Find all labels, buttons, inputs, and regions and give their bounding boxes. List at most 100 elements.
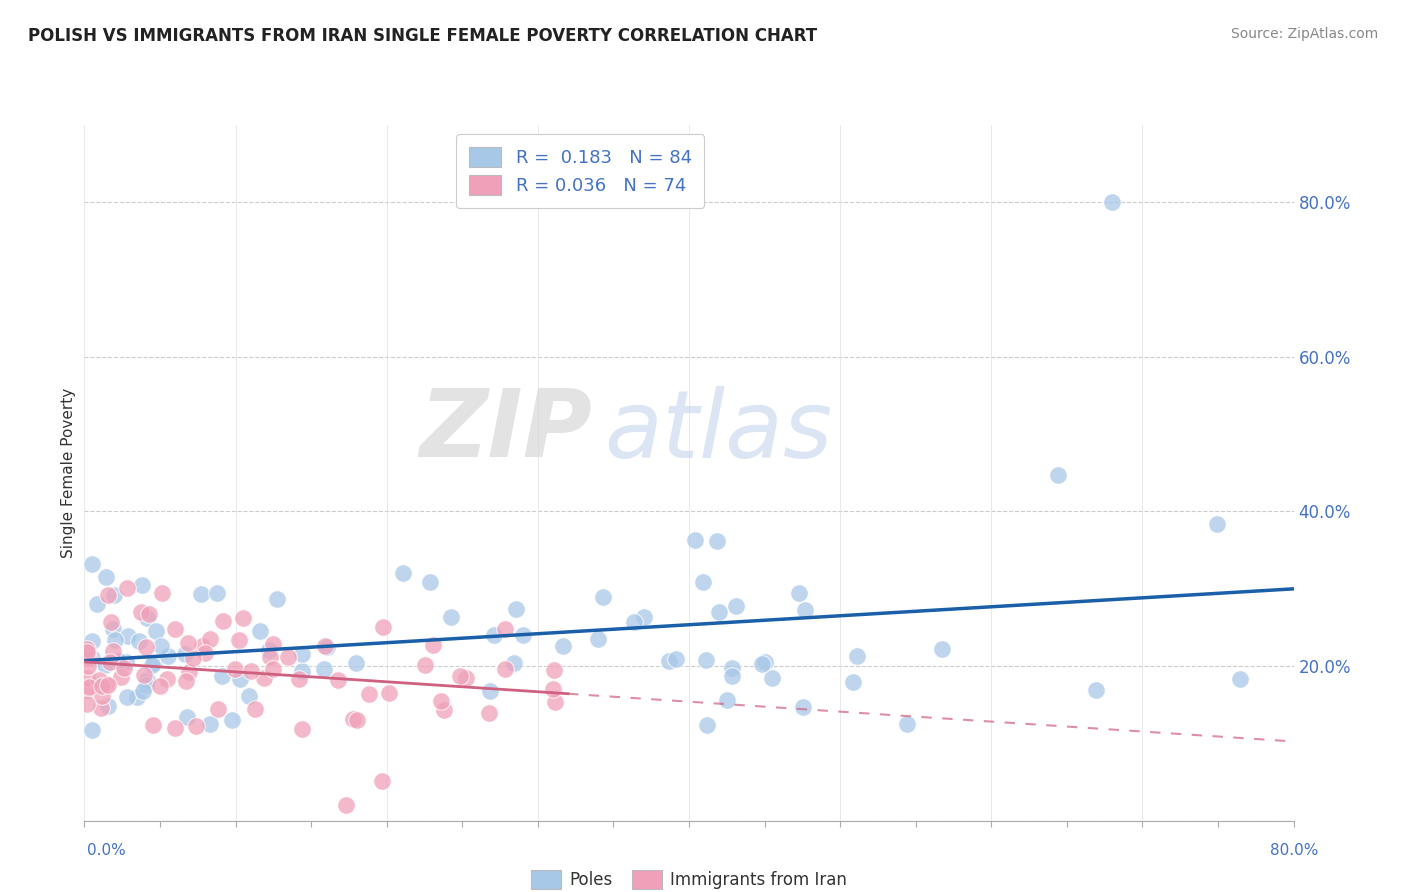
Point [692,575,714,590]
Point [344,656,367,670]
Point [512,628,534,642]
Point [262,637,284,651]
Point [623,615,645,629]
Point [725,599,748,614]
Point [494,622,516,636]
Point [156,672,179,686]
Point [76,697,98,711]
Point [101,622,124,636]
Point [125,690,148,705]
Point [221,713,243,727]
Point [586,632,609,646]
Point [240,665,263,679]
Point [314,640,336,654]
Point [440,609,463,624]
Point [80,557,103,571]
Point [658,654,681,668]
Point [253,672,276,686]
Point [104,633,127,648]
Point [150,640,173,654]
Point [696,718,718,732]
Point [97,699,120,714]
Legend: Poles, Immigrants from Iran: Poles, Immigrants from Iran [524,863,853,892]
Y-axis label: Single Female Poverty: Single Female Poverty [60,388,76,558]
Point [76,645,98,659]
Point [207,702,229,716]
Point [184,718,207,732]
Point [266,592,288,607]
Point [97,678,120,692]
Point [1101,195,1123,210]
Point [291,664,314,678]
Point [89,673,111,688]
Point [543,695,565,709]
Point [80,633,103,648]
Text: atlas: atlas [605,385,832,476]
Point [176,636,198,650]
Point [91,689,114,703]
Point [685,533,707,548]
Point [328,673,350,688]
Point [150,586,173,600]
Point [80,723,103,738]
Point [391,566,413,580]
Point [845,648,868,663]
Point [115,690,138,704]
Point [592,591,614,605]
Point [792,700,814,714]
Point [754,655,776,669]
Point [77,650,100,665]
Point [478,684,501,698]
Point [90,679,112,693]
Text: POLISH VS IMMIGRANTS FROM IRAN SINGLE FEMALE POVERTY CORRELATION CHART: POLISH VS IMMIGRANTS FROM IRAN SINGLE FE… [28,27,817,45]
Point [179,665,201,679]
Point [94,569,117,583]
Point [141,657,163,672]
Point [131,578,153,592]
Point [454,671,477,685]
Point [174,673,197,688]
Point [482,628,505,642]
Point [101,643,124,657]
Text: Source: ZipAtlas.com: Source: ZipAtlas.com [1230,27,1378,41]
Point [145,624,167,639]
Point [228,633,250,648]
Point [1229,672,1251,686]
Point [551,639,574,653]
Point [76,683,98,698]
Point [478,706,501,720]
Point [422,638,444,652]
Point [430,694,453,708]
Point [419,575,441,590]
Point [709,605,731,619]
Point [433,703,456,717]
Point [136,673,159,687]
Point [541,682,564,697]
Point [842,674,865,689]
Point [94,676,117,690]
Point [129,605,152,619]
Point [249,624,271,638]
Point [100,615,122,629]
Point [494,662,516,676]
Point [716,693,738,707]
Point [505,602,527,616]
Point [761,671,783,685]
Point [211,669,233,683]
Point [503,656,526,670]
Point [335,797,357,812]
Point [257,642,280,657]
Point [378,686,401,700]
Point [143,657,166,671]
Point [413,657,436,672]
Point [931,642,953,657]
Point [200,717,222,731]
Point [183,650,205,665]
Point [110,670,132,684]
Point [314,662,336,676]
Text: 80.0%: 80.0% [1271,843,1319,858]
Point [450,669,472,683]
Point [359,687,381,701]
Point [1046,467,1069,482]
Point [211,614,233,628]
